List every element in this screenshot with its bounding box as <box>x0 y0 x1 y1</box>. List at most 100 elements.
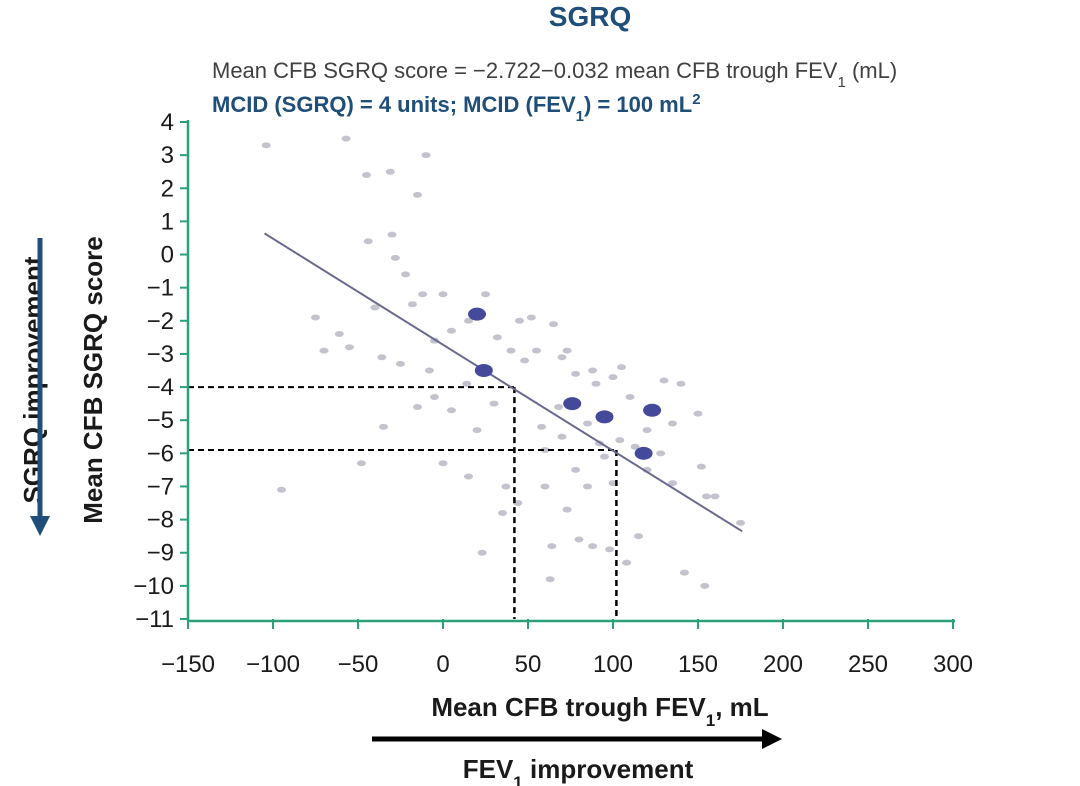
data-point-15 <box>345 344 354 351</box>
data-point-1 <box>341 135 351 142</box>
data-point-43 <box>630 443 640 450</box>
data-point-39 <box>557 433 567 440</box>
data-point-18 <box>438 291 448 298</box>
highlight-point-4 <box>643 403 662 417</box>
highlight-point-5 <box>634 446 653 460</box>
data-point-5 <box>421 152 431 159</box>
data-point-7 <box>363 238 373 245</box>
y-tick-label-15: −11 <box>135 606 174 633</box>
x-tick-label-9: 300 <box>933 651 973 678</box>
data-point-31 <box>571 370 581 377</box>
data-point-3 <box>362 172 371 179</box>
data-point-8 <box>390 254 400 261</box>
y-tick-label-3: 1 <box>161 208 174 235</box>
data-points <box>261 135 745 589</box>
data-point-25 <box>520 357 530 364</box>
data-point-22 <box>481 291 490 298</box>
data-point-35 <box>625 394 635 401</box>
y-tick-label-1: 3 <box>161 142 174 169</box>
data-point-32 <box>588 367 598 374</box>
data-point-68 <box>464 473 473 480</box>
data-point-80 <box>710 493 720 500</box>
x-tick-label-8: 250 <box>848 651 888 678</box>
data-point-10 <box>418 291 428 298</box>
x-axis-label: Mean CFB trough FEV1, mL <box>431 692 768 730</box>
y-tick-label-6: −2 <box>147 308 174 335</box>
data-point-21 <box>464 317 473 324</box>
data-point-57 <box>562 506 572 513</box>
y-tick-label-2: 2 <box>161 175 174 202</box>
data-point-6 <box>387 231 397 238</box>
highlight-points <box>468 307 662 460</box>
y-tick-label-12: −8 <box>147 507 174 534</box>
y-tick-label-10: −6 <box>147 440 174 467</box>
data-point-2 <box>385 168 395 175</box>
data-point-60 <box>547 543 557 550</box>
y-tick-label-14: −10 <box>133 573 174 600</box>
data-point-37 <box>676 380 686 387</box>
data-point-77 <box>447 407 456 414</box>
data-point-70 <box>438 460 448 467</box>
regression-line-group <box>263 232 743 533</box>
data-point-30 <box>557 354 567 361</box>
data-point-76 <box>462 380 472 387</box>
data-point-51 <box>696 463 706 470</box>
data-point-11 <box>370 304 380 311</box>
data-point-26 <box>532 347 541 354</box>
data-point-28 <box>549 321 558 328</box>
data-point-46 <box>571 466 581 473</box>
y-direction-label: SGRQ improvement <box>18 256 48 503</box>
data-point-24 <box>506 347 516 354</box>
data-point-38 <box>583 420 592 427</box>
y-tick-label-4: 0 <box>161 242 174 269</box>
highlight-point-1 <box>474 364 493 377</box>
x-tick-label-5: 100 <box>593 651 633 678</box>
data-point-66 <box>634 533 643 540</box>
y-tick-label-9: −5 <box>147 407 174 434</box>
y-tick-label-13: −9 <box>147 540 174 567</box>
data-point-65 <box>700 582 710 589</box>
data-point-12 <box>311 314 320 321</box>
data-point-33 <box>591 380 601 387</box>
highlight-point-2 <box>563 397 582 411</box>
data-point-75 <box>424 367 434 374</box>
data-point-27 <box>526 314 536 321</box>
data-point-58 <box>574 536 584 543</box>
data-point-45 <box>600 453 609 460</box>
data-point-20 <box>447 327 456 334</box>
x-tick-label-3: 0 <box>436 651 449 678</box>
x-tick-label-6: 150 <box>678 651 718 678</box>
data-point-79 <box>736 519 745 526</box>
data-point-52 <box>702 493 711 500</box>
data-point-78 <box>537 423 547 430</box>
data-point-69 <box>430 394 439 401</box>
data-point-53 <box>540 483 550 490</box>
data-point-29 <box>562 347 572 354</box>
data-point-86 <box>472 427 482 434</box>
data-point-88 <box>642 427 652 434</box>
x-direction-label: FEV1 improvement <box>463 754 694 786</box>
y-axis-ticks: 4 3 2 1 0 −1 −2 −3 −4 −5 −6 −7 −8 −9 −10 −11 <box>133 109 188 633</box>
chart-title: SGRQ <box>549 1 631 32</box>
data-point-87 <box>396 360 405 367</box>
data-point-83 <box>693 410 703 417</box>
data-point-55 <box>498 509 507 516</box>
x-tick-label-4: 50 <box>515 651 542 678</box>
data-point-9 <box>401 271 411 278</box>
data-point-50 <box>668 480 677 487</box>
data-point-81 <box>554 403 564 410</box>
y-tick-label-5: −1 <box>147 275 174 302</box>
x-tick-label-1: −100 <box>246 651 300 678</box>
data-point-64 <box>679 569 689 576</box>
data-point-14 <box>319 347 329 354</box>
data-point-34 <box>608 374 618 381</box>
data-point-47 <box>583 483 592 490</box>
data-point-63 <box>622 559 632 566</box>
data-point-59 <box>588 543 598 550</box>
data-point-62 <box>545 576 555 583</box>
data-point-0 <box>261 142 271 149</box>
data-point-4 <box>413 191 422 198</box>
data-point-74 <box>413 403 422 410</box>
data-point-72 <box>379 423 388 430</box>
